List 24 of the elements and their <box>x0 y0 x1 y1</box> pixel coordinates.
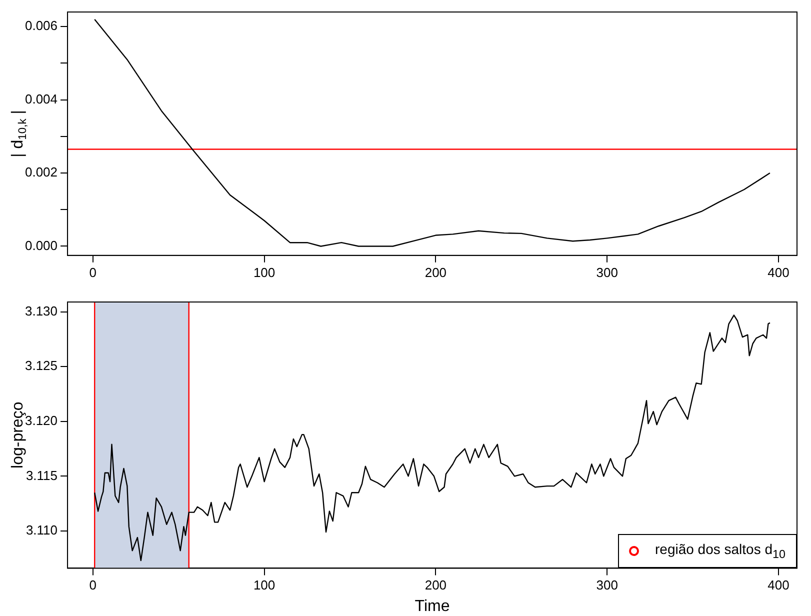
x-tick-label: 400 <box>768 578 790 593</box>
y-axis-title: | d10,k | <box>9 110 29 158</box>
x-tick-label: 100 <box>253 578 276 593</box>
y-tick-label: 0.002 <box>24 164 58 180</box>
annotation: região dos saltos d$_{10}$ <box>655 541 786 561</box>
note-box: região dos saltos d$_{10}$ <box>618 534 796 568</box>
x-tick-label: 100 <box>253 264 276 280</box>
y-tick-label: 3.115 <box>26 468 58 483</box>
x-axis-title: Time <box>414 598 450 615</box>
y-tick-label: 3.110 <box>26 522 58 538</box>
x-tick-label: 200 <box>424 578 447 593</box>
x-tick-label: 300 <box>596 578 618 593</box>
y-tick-label: 3.125 <box>24 358 58 374</box>
y-tick-label: 0.006 <box>24 18 58 34</box>
x-tick-label: 0 <box>89 264 97 280</box>
y-tick-label: 0.000 <box>24 238 58 253</box>
y-tick-label: 0.004 <box>24 91 58 106</box>
x-tick-label: 300 <box>596 264 618 280</box>
x-tick-label: 200 <box>424 264 447 280</box>
y-tick-label: 3.130 <box>24 303 58 318</box>
x-tick-label: 400 <box>768 264 790 280</box>
x-tick-label: 0 <box>89 578 97 593</box>
y-tick-label: 3.120 <box>24 412 58 428</box>
y-axis-title: log-preço <box>9 402 26 468</box>
